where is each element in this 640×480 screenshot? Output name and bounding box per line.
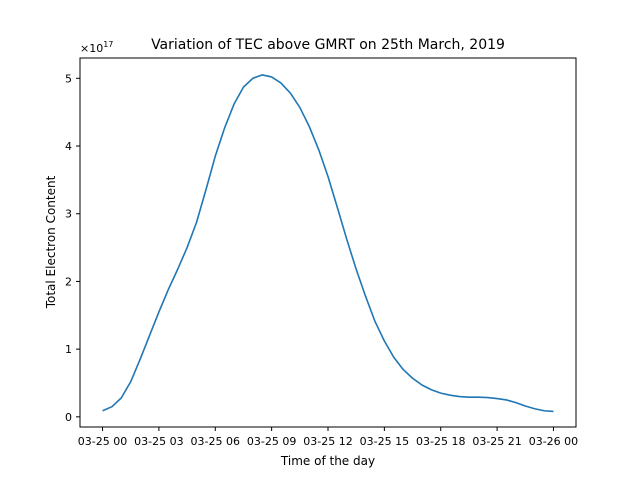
x-tick-label: 03-25 03: [134, 435, 183, 448]
y-tick-label: 3: [65, 208, 72, 221]
x-tick-label: 03-26 00: [529, 435, 578, 448]
x-tick-label: 03-25 15: [360, 435, 409, 448]
y-scale-offset: ×1017: [80, 40, 113, 55]
y-scale-label: ×10: [80, 42, 103, 55]
x-axis-title: Time of the day: [280, 454, 375, 468]
x-tick-label: 03-25 09: [247, 435, 296, 448]
y-tick-label: 2: [65, 275, 72, 288]
x-tick-label: 03-25 18: [416, 435, 465, 448]
plot-frame: [79, 57, 577, 428]
y-axis: 0 1 2 3 4 5: [65, 72, 80, 424]
tec-series-line: [102, 74, 554, 413]
y-axis-title: Total Electron Content: [44, 175, 58, 309]
x-tick-label: 03-25 06: [191, 435, 240, 448]
y-scale-exponent: 17: [103, 40, 113, 49]
x-axis: 03-25 00 03-25 03 03-25 06 03-25 09 03-25 12…: [78, 427, 578, 448]
y-tick-label: 0: [65, 411, 72, 424]
plot-area: [102, 74, 554, 413]
x-tick-label: 03-25 12: [303, 435, 352, 448]
x-tick-label: 03-25 21: [472, 435, 521, 448]
y-tick-label: 5: [65, 72, 72, 85]
x-tick-label: 03-25 00: [78, 435, 127, 448]
y-tick-label: 1: [65, 343, 72, 356]
chart-title: Variation of TEC above GMRT on 25th Marc…: [151, 37, 505, 53]
y-tick-label: 4: [65, 140, 72, 153]
